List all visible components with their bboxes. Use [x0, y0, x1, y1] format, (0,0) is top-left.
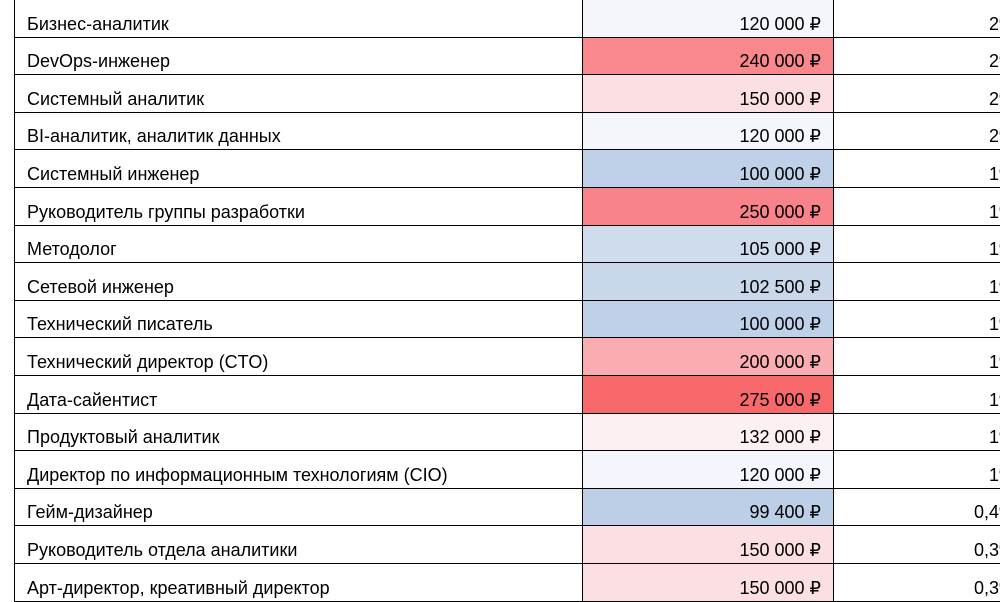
- cell-role[interactable]: Сетевой инженер: [15, 263, 583, 301]
- cell-share[interactable]: 0,3%: [834, 526, 1000, 564]
- cell-share[interactable]: 2%: [834, 0, 1000, 37]
- cell-salary[interactable]: 105 000 ₽: [583, 225, 834, 263]
- cell-role[interactable]: BI-аналитик, аналитик данных: [15, 112, 583, 150]
- cell-role[interactable]: DevOps-инженер: [15, 37, 583, 75]
- cell-salary[interactable]: 250 000 ₽: [583, 187, 834, 225]
- cell-share[interactable]: 1%: [834, 300, 1000, 338]
- cell-share[interactable]: 2%: [834, 112, 1000, 150]
- cell-salary[interactable]: 120 000 ₽: [583, 112, 834, 150]
- cell-salary[interactable]: 240 000 ₽: [583, 37, 834, 75]
- cell-salary[interactable]: 99 400 ₽: [583, 488, 834, 526]
- cell-salary[interactable]: 120 000 ₽: [583, 0, 834, 37]
- cell-share[interactable]: 1%: [834, 150, 1000, 188]
- cell-salary[interactable]: 275 000 ₽: [583, 375, 834, 413]
- cell-share[interactable]: 0,3%: [834, 563, 1000, 601]
- cell-role[interactable]: Системный аналитик: [15, 75, 583, 113]
- cell-share[interactable]: 2%: [834, 37, 1000, 75]
- cell-share[interactable]: 2%: [834, 75, 1000, 113]
- table-row: Директор по информационным технологиям (…: [15, 451, 1000, 489]
- cell-share[interactable]: 1%: [834, 263, 1000, 301]
- cell-share[interactable]: 1%: [834, 187, 1000, 225]
- cell-role[interactable]: Технический директор (CTO): [15, 338, 583, 376]
- cell-salary[interactable]: 102 500 ₽: [583, 263, 834, 301]
- cell-share[interactable]: 1%: [834, 338, 1000, 376]
- cell-share[interactable]: 1%: [834, 375, 1000, 413]
- cell-role[interactable]: Системный инженер: [15, 150, 583, 188]
- cell-role[interactable]: Арт-директор, креативный директор: [15, 563, 583, 601]
- cell-role[interactable]: Методолог: [15, 225, 583, 263]
- cell-role[interactable]: Руководитель группы разработки: [15, 187, 583, 225]
- cell-salary[interactable]: 100 000 ₽: [583, 150, 834, 188]
- cell-salary[interactable]: 150 000 ₽: [583, 563, 834, 601]
- cell-salary[interactable]: 120 000 ₽: [583, 451, 834, 489]
- cell-salary[interactable]: 150 000 ₽: [583, 526, 834, 564]
- table-row: Технический директор (CTO)200 000 ₽1%: [15, 338, 1000, 376]
- cell-role[interactable]: Руководитель отдела аналитики: [15, 526, 583, 564]
- cell-share[interactable]: 1%: [834, 225, 1000, 263]
- cell-share[interactable]: 1%: [834, 413, 1000, 451]
- cell-share[interactable]: 1%: [834, 451, 1000, 489]
- cell-role[interactable]: Технический писатель: [15, 300, 583, 338]
- cell-role[interactable]: Дата-сайентист: [15, 375, 583, 413]
- cell-role[interactable]: Бизнес-аналитик: [15, 0, 583, 37]
- cell-salary[interactable]: 132 000 ₽: [583, 413, 834, 451]
- cell-role[interactable]: Продуктовый аналитик: [15, 413, 583, 451]
- cell-role[interactable]: Гейм-дизайнер: [15, 488, 583, 526]
- cell-salary[interactable]: 200 000 ₽: [583, 338, 834, 376]
- cell-role[interactable]: Директор по информационным технологиям (…: [15, 451, 583, 489]
- cell-salary[interactable]: 150 000 ₽: [583, 75, 834, 113]
- cell-salary[interactable]: 100 000 ₽: [583, 300, 834, 338]
- cell-share[interactable]: 0,4%: [834, 488, 1000, 526]
